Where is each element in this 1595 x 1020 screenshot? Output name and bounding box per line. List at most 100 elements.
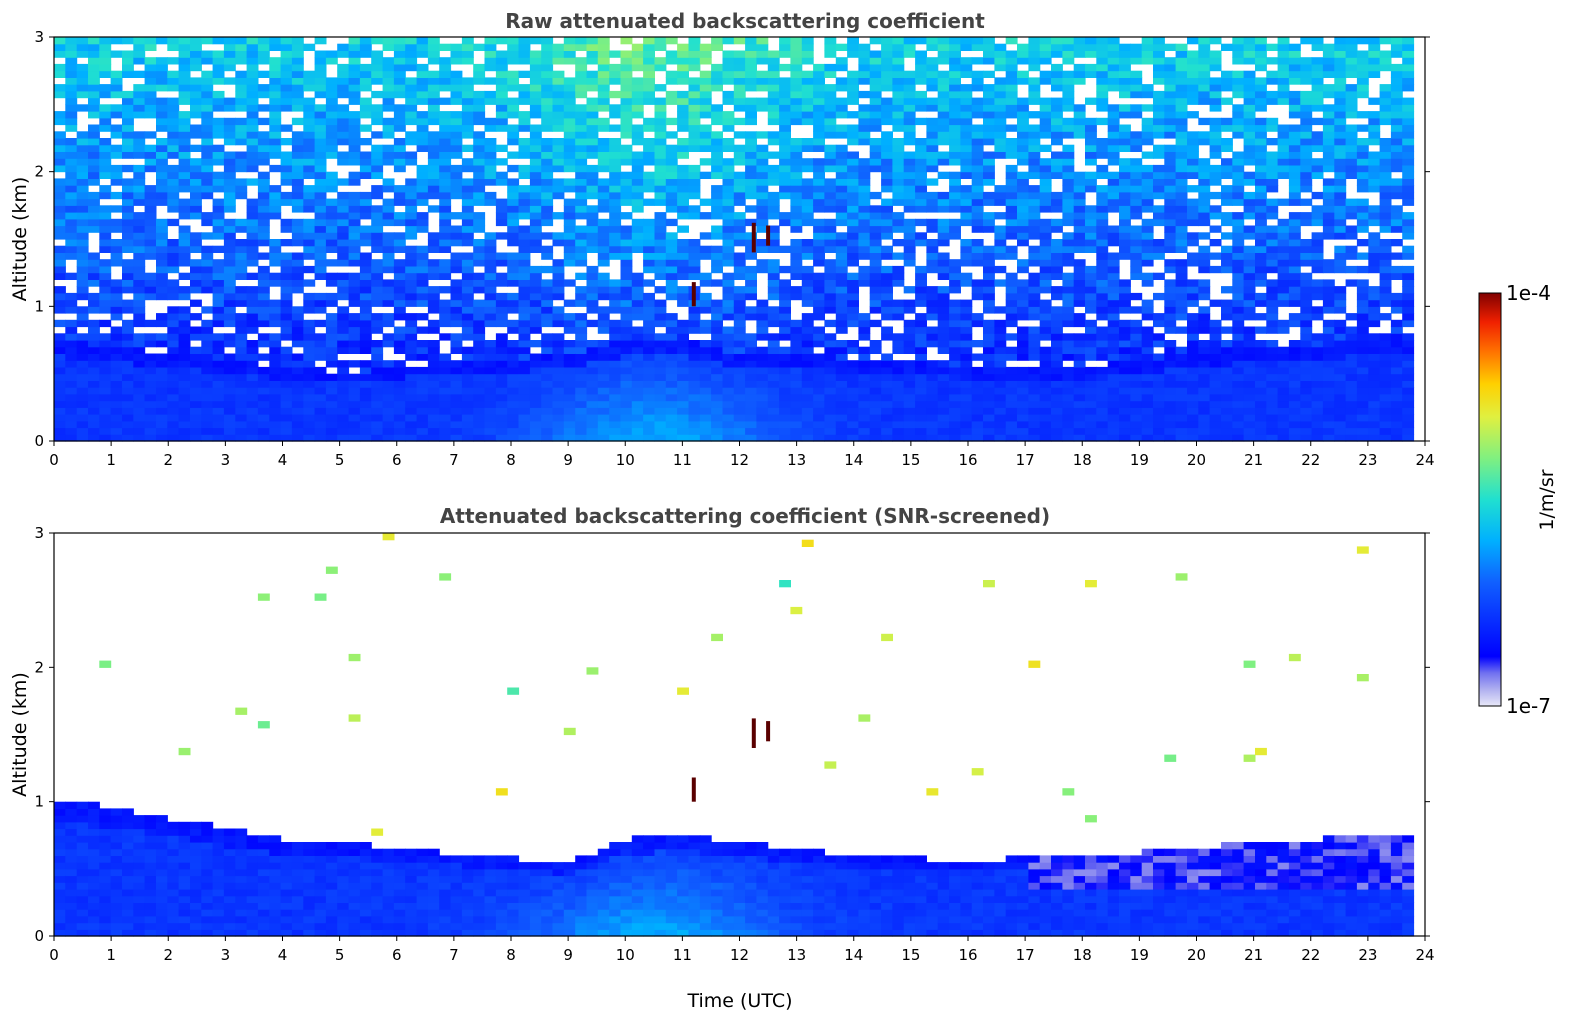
heatmap-cell xyxy=(1039,319,1052,328)
heatmap-cell xyxy=(416,185,429,193)
heatmap-cell xyxy=(609,232,622,240)
heatmap-cell xyxy=(156,57,168,65)
heatmap-cell xyxy=(1096,218,1109,227)
heatmap-cell xyxy=(495,84,508,92)
heatmap-cell xyxy=(133,198,146,206)
heatmap-cell xyxy=(99,205,112,213)
heatmap-cell xyxy=(677,138,689,146)
heatmap-cell xyxy=(133,104,146,112)
heatmap-cell xyxy=(303,239,316,247)
heatmap-cell xyxy=(246,380,259,388)
heatmap-cell xyxy=(903,414,916,422)
heatmap-cell xyxy=(529,373,542,381)
heatmap-cell xyxy=(99,272,112,280)
heatmap-cell xyxy=(1164,245,1177,253)
heatmap-cell xyxy=(541,427,554,435)
heatmap-cell xyxy=(835,387,848,395)
heatmap-cell xyxy=(1119,144,1131,152)
heatmap-cell xyxy=(597,306,610,314)
heatmap-cell xyxy=(337,90,350,99)
heatmap-cell xyxy=(926,360,939,368)
heatmap-cell xyxy=(461,225,474,233)
heatmap-cell xyxy=(915,313,927,321)
heatmap-cell xyxy=(1085,306,1097,314)
heatmap-cell xyxy=(450,346,463,354)
heatmap-cell xyxy=(1085,420,1097,429)
heatmap-cell xyxy=(88,259,100,267)
heatmap-cell xyxy=(1028,205,1041,213)
heatmap-cell xyxy=(246,151,259,159)
heatmap-cell xyxy=(484,151,497,159)
heatmap-cell xyxy=(711,306,723,314)
heatmap-cell xyxy=(257,171,270,179)
heatmap-cell xyxy=(133,393,146,402)
heatmap-cell xyxy=(643,259,655,267)
heatmap-cell xyxy=(291,104,304,112)
heatmap-cell xyxy=(1005,111,1018,119)
heatmap-cell xyxy=(835,185,848,193)
heatmap-cell xyxy=(156,393,168,402)
heatmap-cell xyxy=(1062,84,1075,92)
heatmap-cell xyxy=(1028,414,1041,422)
heatmap-cell xyxy=(144,360,157,368)
heatmap-cell xyxy=(960,63,973,72)
heatmap-cell xyxy=(937,117,950,126)
heatmap-cell xyxy=(484,427,497,435)
heatmap-cell xyxy=(439,178,452,186)
heatmap-cell xyxy=(201,407,214,415)
heatmap-cell xyxy=(235,400,248,408)
heatmap-cell xyxy=(212,340,225,348)
heatmap-cell xyxy=(99,50,112,58)
heatmap-cell xyxy=(257,43,270,51)
heatmap-cell xyxy=(495,427,508,435)
heatmap-cell xyxy=(156,185,168,193)
heatmap-cell xyxy=(1005,198,1018,206)
heatmap-cell xyxy=(439,63,452,72)
heatmap-cell xyxy=(847,414,859,422)
heatmap-cell xyxy=(847,198,859,206)
heatmap-cell xyxy=(405,286,418,294)
heatmap-cell xyxy=(971,353,984,361)
heatmap-cell xyxy=(767,387,780,395)
heatmap-cell xyxy=(518,138,531,146)
heatmap-cell xyxy=(156,151,168,159)
heatmap-cell xyxy=(88,198,100,206)
heatmap-cell xyxy=(439,380,452,388)
heatmap-cell xyxy=(235,84,248,92)
heatmap-cell xyxy=(960,158,973,166)
heatmap-cell xyxy=(1164,279,1177,287)
heatmap-cell xyxy=(76,292,89,301)
heatmap-cell xyxy=(1085,279,1097,287)
heatmap-cell xyxy=(711,380,723,388)
heatmap-cell xyxy=(54,225,66,233)
heatmap-cell xyxy=(597,185,610,193)
heatmap-cell xyxy=(847,185,859,193)
heatmap-cell xyxy=(427,57,440,65)
heatmap-cell xyxy=(257,185,270,193)
heatmap-cell xyxy=(156,158,168,166)
heatmap-cell xyxy=(280,171,293,179)
heatmap-cell xyxy=(178,171,191,179)
heatmap-cell xyxy=(586,77,599,85)
heatmap-cell xyxy=(348,205,361,213)
heatmap-cell xyxy=(405,313,418,321)
heatmap-cell xyxy=(88,138,100,146)
heatmap-cell xyxy=(677,77,689,85)
heatmap-cell xyxy=(348,144,361,152)
heatmap-cell xyxy=(790,57,803,65)
heatmap-cell xyxy=(325,407,338,415)
heatmap-cell xyxy=(575,84,588,92)
heatmap-cell xyxy=(790,225,803,233)
heatmap-cell xyxy=(1153,407,1165,415)
heatmap-cell xyxy=(416,225,429,233)
heatmap-cell xyxy=(949,178,961,186)
heatmap-cell xyxy=(269,131,282,139)
heatmap-cell xyxy=(586,427,599,435)
heatmap-cell xyxy=(1017,279,1029,287)
heatmap-cell xyxy=(348,138,361,146)
heatmap-cell xyxy=(1028,158,1041,166)
heatmap-cell xyxy=(1073,427,1086,435)
heatmap-cell xyxy=(665,185,678,193)
heatmap-cell xyxy=(552,373,565,381)
heatmap-cell xyxy=(654,373,667,381)
